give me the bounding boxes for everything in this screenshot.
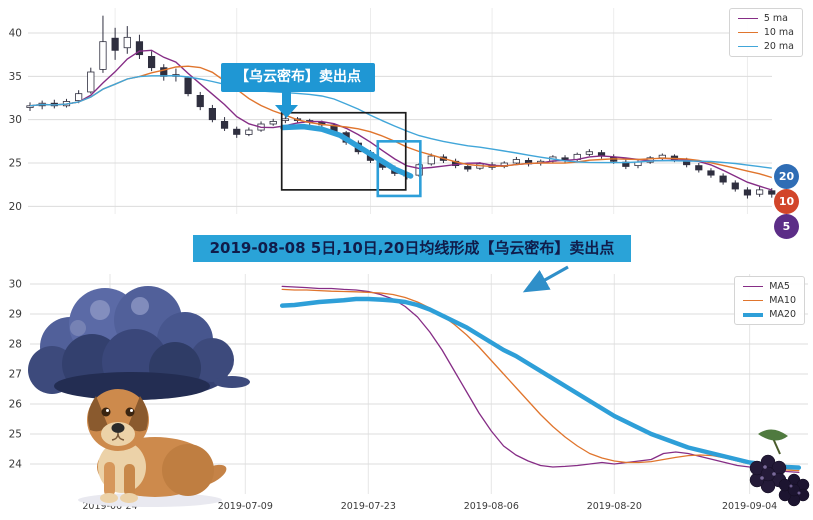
MA20-line (279, 296, 802, 470)
MA10-line (281, 288, 800, 472)
candle-body (743, 189, 752, 196)
callout-down-arrow-icon (275, 92, 298, 118)
black-highlight-box (280, 111, 407, 191)
candle-body (245, 129, 253, 135)
candle-body (87, 71, 95, 93)
candle-body (26, 105, 34, 108)
legend-label: 10 ma (763, 27, 794, 38)
candle-body (756, 189, 764, 195)
ma5-swatch (743, 286, 764, 287)
candle-body (269, 121, 277, 125)
y-tick-label: 30 (9, 114, 22, 126)
candle-body (184, 77, 192, 95)
y-tick-label: 25 (9, 158, 22, 170)
y-tick-label: 35 (9, 71, 22, 83)
candle-body (731, 182, 739, 190)
x-tick-label: 2019-06-24 (82, 501, 137, 512)
candle-body (281, 118, 289, 121)
candle-body (99, 41, 107, 70)
x-tick-label: 2019-07-23 (341, 501, 396, 512)
ma20-swatch (743, 312, 764, 317)
legend-label: MA20 (769, 309, 796, 320)
ma20-swatch (737, 46, 758, 47)
y-tick-label: 24 (9, 458, 23, 470)
candle-body (707, 170, 715, 176)
candle-body (695, 165, 703, 171)
arrow-stem (282, 92, 291, 105)
candle-body (233, 128, 241, 135)
candle-body (147, 56, 156, 69)
y-tick-label: 29 (9, 308, 22, 320)
ma20-line (29, 74, 772, 169)
legend-item-ma20: MA20 (743, 309, 796, 320)
legend-item-10ma: 10 ma (737, 27, 794, 38)
candle-body (768, 190, 776, 195)
y-tick-label: 28 (9, 338, 22, 350)
ma10-line (29, 65, 773, 179)
x-tick-label: 2019-08-20 (587, 501, 642, 512)
MA5-line (281, 285, 800, 474)
dark-cloud-cover-callout: 【乌云密布】卖出点 (221, 63, 375, 92)
blue-highlight-box (376, 140, 422, 198)
y-tick-label: 30 (9, 278, 22, 290)
legend-label: 5 ma (763, 13, 788, 24)
thick-ma20-annotation (280, 123, 414, 179)
legend-item-20ma: 20 ma (737, 41, 794, 52)
candle-body (135, 41, 144, 56)
ma20-endpoint-badge: 20 (774, 164, 799, 189)
legend-label: MA5 (769, 281, 790, 292)
arrow-head (275, 105, 298, 118)
candle-body (123, 36, 131, 49)
candle-body (464, 166, 472, 170)
x-tick-label: 2019-09-04 (722, 501, 777, 512)
candle-body (111, 37, 119, 51)
legend-item-ma10: MA10 (743, 295, 796, 306)
ma10-swatch (737, 32, 758, 33)
candle-body (208, 108, 216, 121)
x-tick-label: 2019-08-06 (464, 501, 519, 512)
y-tick-label: 40 (9, 28, 22, 40)
candle-body (75, 93, 83, 102)
candle-body (658, 154, 666, 159)
candle-body (196, 95, 204, 108)
ma10-swatch (743, 300, 764, 301)
signal-banner: 2019-08-08 5日,10日,20日均线形成【乌云密布】卖出点 (193, 235, 631, 262)
candle-body (585, 151, 593, 155)
x-tick-label: 2019-07-09 (218, 501, 273, 512)
ma5-swatch (737, 18, 758, 19)
ma10-endpoint-badge: 10 (774, 189, 799, 214)
y-tick-label: 20 (9, 201, 22, 213)
legend-item-ma5: MA5 (743, 281, 796, 292)
y-tick-label: 25 (9, 428, 22, 440)
y-tick-label: 27 (9, 368, 22, 380)
candle-body (719, 175, 727, 183)
legend-label: MA10 (769, 295, 796, 306)
legend-item-5ma: 5 ma (737, 13, 794, 24)
candle-body (427, 155, 435, 165)
bottom-ma-chart: 2019-06-24 2019-07-09 2019-07-23 2019-08-06… (9, 274, 808, 512)
ma5-endpoint-badge: 5 (774, 214, 799, 239)
legend-label: 20 ma (763, 41, 794, 52)
candle-body (512, 159, 521, 164)
top-chart-legend: 5 ma 10 ma 20 ma (728, 8, 803, 57)
top-candlestick-chart: 20 25 30 35 40 (9, 8, 776, 214)
y-tick-label: 26 (9, 398, 23, 410)
bottom-chart-legend: MA5 MA10 MA20 (734, 276, 805, 325)
candle-body (220, 121, 229, 129)
